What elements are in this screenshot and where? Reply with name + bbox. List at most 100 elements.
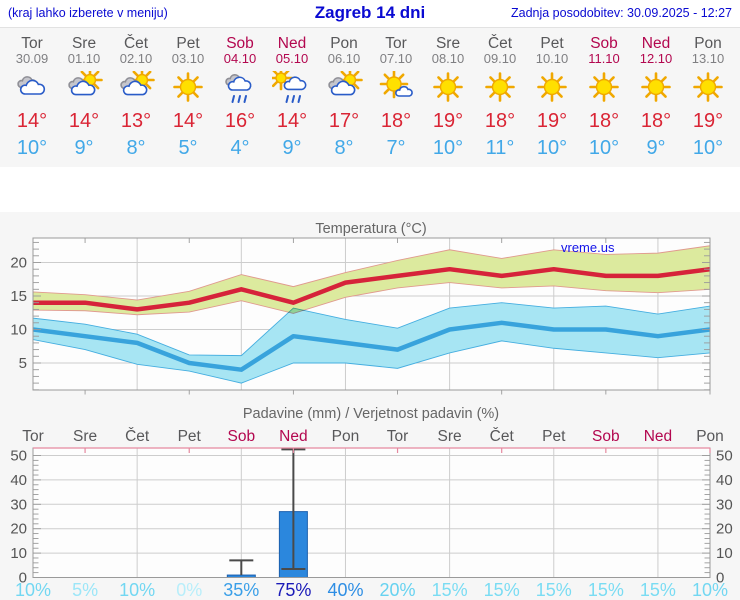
- precip-axis-label-right: 0: [716, 570, 724, 587]
- temp-axis-label: 15: [10, 288, 27, 305]
- precip-axis-label-left: 30: [10, 496, 27, 513]
- sunny-icon: [474, 71, 526, 107]
- day-date: 01.10: [67, 51, 101, 66]
- precip-axis-label-right: 20: [716, 521, 733, 538]
- precip-probability-label: 15%: [432, 580, 468, 600]
- temp-min: 5°: [178, 137, 198, 159]
- precip-probability-label: 75%: [275, 580, 311, 600]
- day-date: 30.09: [15, 51, 49, 66]
- day-column-07.10[interactable]: Tor 07.10 18° 7°: [370, 31, 422, 162]
- precip-plot-area: [33, 448, 710, 578]
- forecast-panel-background: [0, 27, 740, 167]
- forecast-table: Tor 30.09 14° 10° Sre 01.10 14° 9° Čet 02.10 13° 8°…: [6, 31, 734, 162]
- temp-min: 10°: [536, 137, 568, 159]
- temp-max: 13°: [120, 110, 152, 132]
- day-column-08.10[interactable]: Sre 08.10 19° 10°: [422, 31, 474, 162]
- day-date: 06.10: [327, 51, 361, 66]
- temp-min: 8°: [126, 137, 146, 159]
- day-column-03.10[interactable]: Pet 03.10 14° 5°: [162, 31, 214, 162]
- temp-axis-label: 10: [10, 322, 27, 339]
- temp-max: 14°: [16, 110, 48, 132]
- precip-axis-label-left: 20: [10, 521, 27, 538]
- day-name: Ned: [277, 35, 307, 52]
- day-name: Čet: [487, 35, 513, 52]
- day-date: 03.10: [171, 51, 205, 66]
- day-date: 05.10: [275, 51, 309, 66]
- day-name: Ned: [641, 35, 671, 52]
- precip-probability-label: 20%: [380, 580, 416, 600]
- day-name: Sob: [590, 35, 618, 52]
- rain-icon: [214, 71, 266, 107]
- day-date: 08.10: [431, 51, 465, 66]
- day-date: 04.10: [223, 51, 257, 66]
- day-name: Sob: [226, 35, 254, 52]
- day-column-30.09[interactable]: Tor 30.09 14° 10°: [6, 31, 58, 162]
- precip-day-label: Ned: [644, 428, 672, 445]
- temp-min: 9°: [282, 137, 302, 159]
- temp-min: 11°: [485, 137, 515, 159]
- day-column-04.10[interactable]: Sob 04.10 16° 4°: [214, 31, 266, 162]
- day-column-13.10[interactable]: Pon 13.10 19° 10°: [682, 31, 734, 162]
- day-date: 02.10: [119, 51, 153, 66]
- temp-axis-label: 20: [10, 255, 27, 272]
- day-name: Tor: [21, 35, 43, 52]
- partly-cloudy-icon: [110, 71, 162, 107]
- watermark-link[interactable]: vreme.us: [561, 240, 615, 255]
- precip-axis-label-left: 50: [10, 448, 27, 465]
- temp-max: 18°: [484, 110, 516, 132]
- temp-max: 14°: [276, 110, 308, 132]
- temperature-chart: 5 10 15 20 Temperatura (°C) vreme.us: [10, 221, 711, 395]
- day-column-12.10[interactable]: Ned 12.10 18° 9°: [630, 31, 682, 162]
- precip-axis-label-left: 10: [10, 545, 27, 562]
- temp-max: 19°: [536, 110, 568, 132]
- day-name: Čet: [123, 35, 149, 52]
- day-column-06.10[interactable]: Pon 06.10 17° 8°: [318, 31, 370, 162]
- precip-probability-label: 15%: [588, 580, 624, 600]
- temp-min: 9°: [646, 137, 666, 159]
- precip-day-label: Pet: [542, 428, 566, 445]
- day-name: Sre: [71, 35, 97, 52]
- precipitation-chart: Padavine (mm) / Verjetnost padavin (%) To…: [10, 406, 733, 600]
- temp-min: 8°: [334, 137, 354, 159]
- precip-probability-label: 40%: [327, 580, 363, 600]
- day-column-10.10[interactable]: Pet 10.10 19° 10°: [526, 31, 578, 162]
- precip-probability-label: 10%: [119, 580, 155, 600]
- precip-day-label: Sob: [592, 428, 620, 445]
- day-column-05.10[interactable]: Ned 05.10 14° 9°: [266, 31, 318, 162]
- precip-day-label: Čet: [490, 428, 515, 445]
- temp-max: 18°: [640, 110, 672, 132]
- day-date: 11.10: [588, 51, 620, 66]
- day-column-09.10[interactable]: Čet 09.10 18° 11°: [474, 31, 526, 162]
- precip-probability-label: 10%: [15, 580, 51, 600]
- day-column-01.10[interactable]: Sre 01.10 14° 9°: [58, 31, 110, 162]
- precip-probability-label: 10%: [692, 580, 728, 600]
- day-name: Tor: [385, 35, 407, 52]
- day-name: Pon: [330, 35, 358, 52]
- precip-day-label: Pet: [178, 428, 202, 445]
- precip-day-label: Sre: [73, 428, 97, 445]
- precip-axis-label-right: 30: [716, 496, 733, 513]
- precip-chart-title: Padavine (mm) / Verjetnost padavin (%): [243, 406, 499, 422]
- precip-probability-label: 15%: [536, 580, 572, 600]
- sun-rain-icon: [266, 71, 318, 107]
- precip-day-label: Tor: [387, 428, 409, 445]
- day-date: 13.10: [691, 51, 725, 66]
- precip-day-label: Sob: [228, 428, 256, 445]
- sunny-icon: [682, 71, 734, 107]
- precip-day-label: Tor: [22, 428, 44, 445]
- temp-max: 18°: [588, 110, 620, 132]
- temp-axis-label: 5: [19, 355, 27, 372]
- precip-axis-label-left: 40: [10, 472, 27, 489]
- day-date: 09.10: [483, 51, 517, 66]
- day-column-11.10[interactable]: Sob 11.10 18° 10°: [578, 31, 630, 162]
- precip-axis-label-right: 40: [716, 472, 733, 489]
- day-column-02.10[interactable]: Čet 02.10 13° 8°: [110, 31, 162, 162]
- cloudy-icon: [6, 71, 58, 107]
- temp-max: 19°: [432, 110, 464, 132]
- day-name: Pet: [176, 35, 200, 52]
- sunny-icon: [422, 71, 474, 107]
- precip-probability-label: 35%: [223, 580, 259, 600]
- temp-min: 10°: [692, 137, 724, 159]
- day-date: 10.10: [535, 51, 569, 66]
